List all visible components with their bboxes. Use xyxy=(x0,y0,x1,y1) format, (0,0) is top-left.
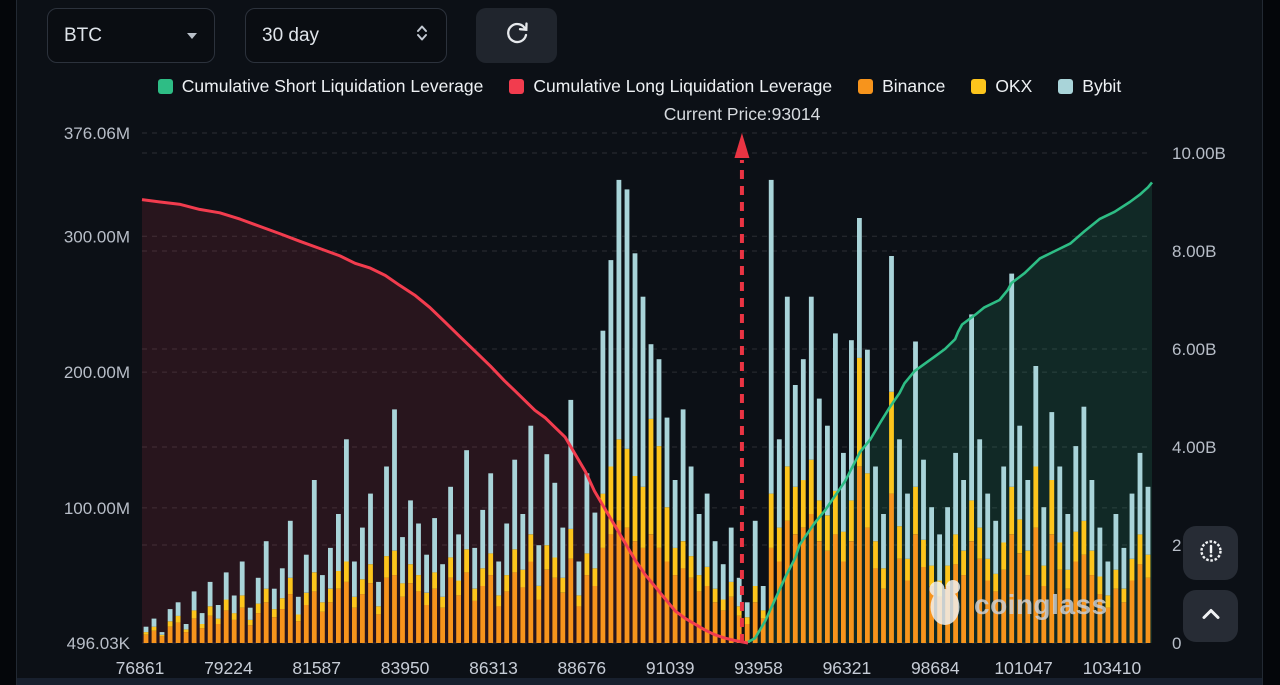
svg-text:98684: 98684 xyxy=(911,658,960,678)
svg-text:79224: 79224 xyxy=(204,658,253,678)
legend-item-okx[interactable]: OKX xyxy=(971,76,1032,97)
legend-item-short-liq[interactable]: Cumulative Short Liquidation Leverage xyxy=(157,75,484,97)
right-page-gutter xyxy=(1262,0,1280,685)
svg-text:4.00B: 4.00B xyxy=(1172,438,1216,457)
okx-swatch-icon xyxy=(971,78,987,94)
svg-text:93958: 93958 xyxy=(734,658,783,678)
symbol-select[interactable]: BTC xyxy=(47,8,215,63)
svg-text:103410: 103410 xyxy=(1083,658,1142,678)
legend-item-binance[interactable]: Binance xyxy=(858,76,945,97)
chart-toolbar: BTC 30 day xyxy=(0,0,1280,70)
current-price-label: Current Price:93014 xyxy=(663,104,821,124)
legend-item-long-liq[interactable]: Cumulative Long Liquidation Leverage xyxy=(509,76,832,97)
alert-badge-button[interactable] xyxy=(1183,526,1238,580)
legend-item-bybit[interactable]: Bybit xyxy=(1058,76,1121,97)
period-select[interactable]: 30 day xyxy=(245,8,447,63)
svg-text:83950: 83950 xyxy=(381,658,430,678)
svg-text:10.00B: 10.00B xyxy=(1172,144,1226,163)
chevron-up-icon xyxy=(1198,601,1224,632)
svg-text:91039: 91039 xyxy=(646,658,695,678)
symbol-select-value: BTC xyxy=(64,24,102,46)
svg-text:76861: 76861 xyxy=(116,658,165,678)
scroll-to-top-button[interactable] xyxy=(1183,590,1238,642)
svg-text:8.00B: 8.00B xyxy=(1172,242,1216,261)
left-page-gutter xyxy=(0,0,17,685)
legend-label: Cumulative Short Liquidation Leverage xyxy=(181,75,484,96)
svg-text:200.00M: 200.00M xyxy=(64,363,130,382)
legend-label: OKX xyxy=(995,75,1033,96)
up-down-chevrons-icon xyxy=(414,23,430,48)
next-section-edge xyxy=(17,678,1262,685)
svg-text:86313: 86313 xyxy=(469,658,518,678)
svg-text:6.00B: 6.00B xyxy=(1172,340,1216,359)
period-select-value: 30 day xyxy=(262,24,320,46)
caret-down-icon xyxy=(186,27,198,45)
svg-text:496.03K: 496.03K xyxy=(67,634,131,653)
chart-legend: Cumulative Short Liquidation Leverage Cu… xyxy=(17,72,1262,100)
svg-text:376.06M: 376.06M xyxy=(64,124,130,143)
svg-text:300.00M: 300.00M xyxy=(64,227,130,246)
legend-label: Cumulative Long Liquidation Leverage xyxy=(533,75,833,96)
refresh-button[interactable] xyxy=(476,8,557,63)
legend-label: Bybit xyxy=(1082,75,1122,96)
short-liq-swatch-icon xyxy=(157,78,173,94)
svg-text:88676: 88676 xyxy=(557,658,606,678)
refresh-icon xyxy=(503,19,531,52)
badge-alert-icon xyxy=(1197,537,1225,570)
binance-swatch-icon xyxy=(858,78,874,94)
bybit-swatch-icon xyxy=(1058,78,1074,94)
svg-text:0: 0 xyxy=(1172,634,1181,653)
svg-text:81587: 81587 xyxy=(292,658,341,678)
svg-text:100.00M: 100.00M xyxy=(64,499,130,518)
long-liq-swatch-icon xyxy=(509,78,525,94)
svg-text:96321: 96321 xyxy=(823,658,872,678)
svg-text:101047: 101047 xyxy=(994,658,1052,678)
legend-label: Binance xyxy=(882,75,946,96)
